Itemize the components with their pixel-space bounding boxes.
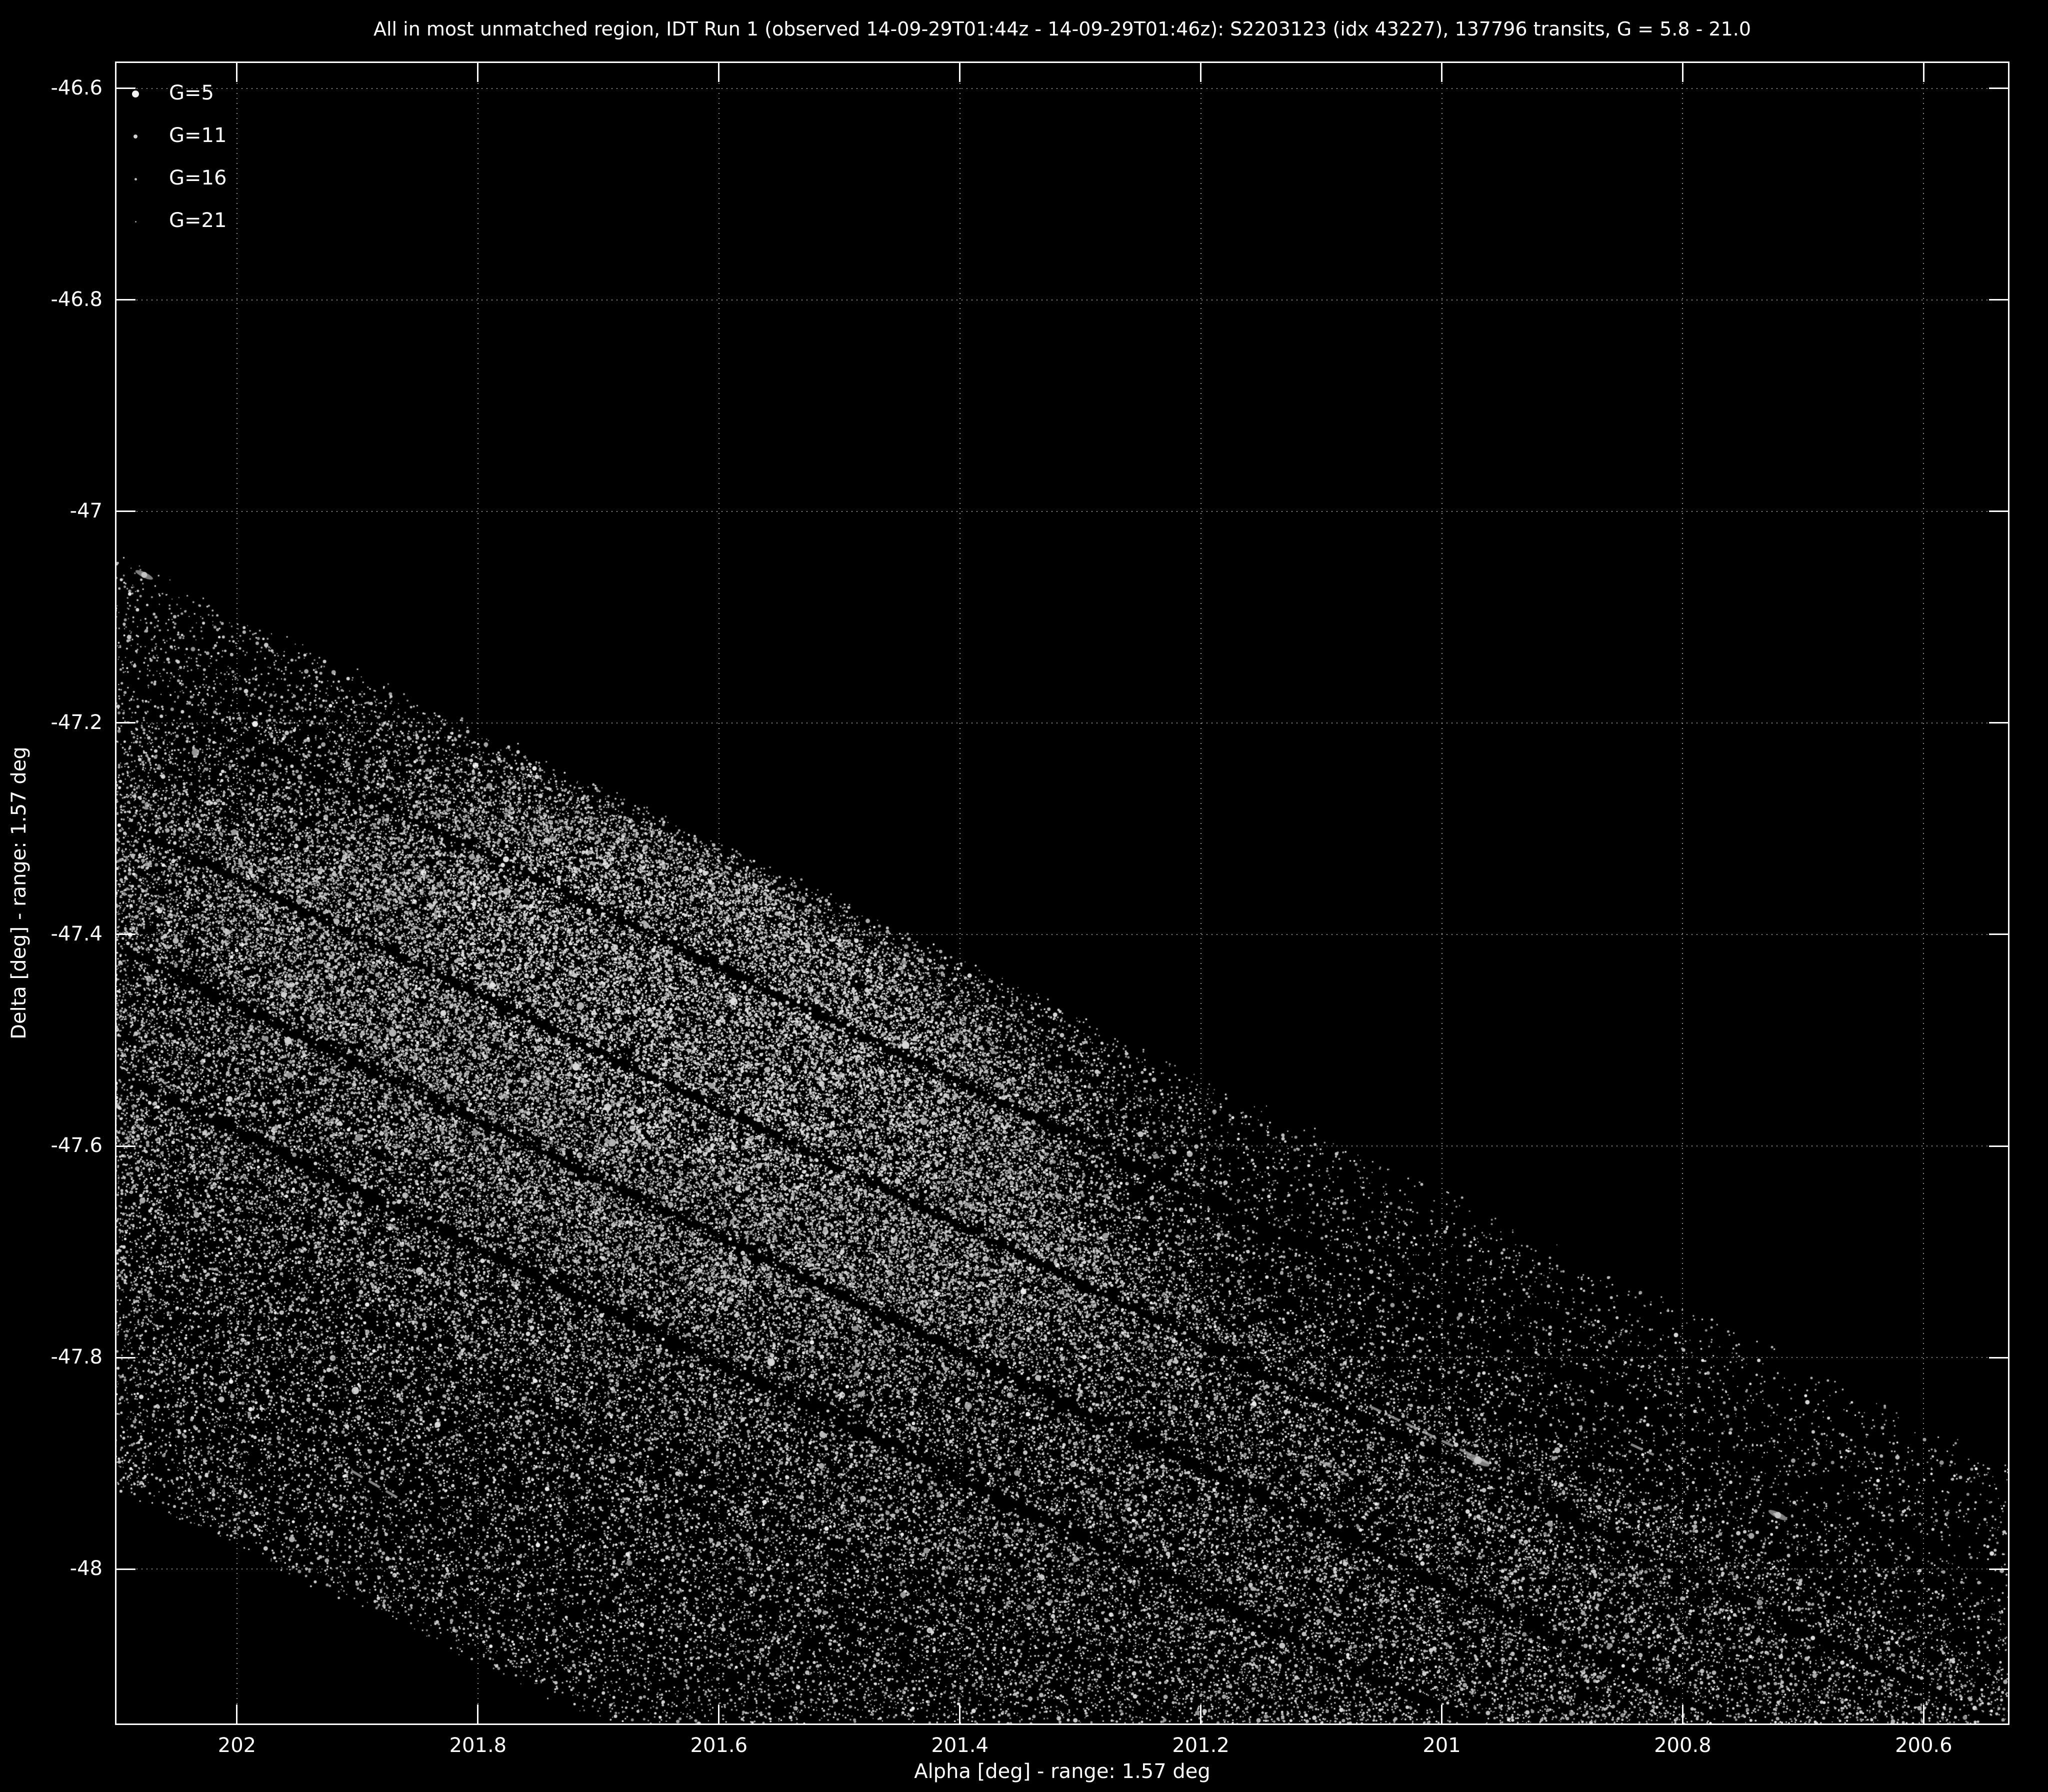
y-tick-mark <box>1989 299 2008 301</box>
x-tick-mark <box>1922 1704 1924 1724</box>
x-tick-mark <box>959 63 961 82</box>
star-field-canvas <box>116 63 2008 1724</box>
y-tick-mark <box>1989 88 2008 90</box>
y-tick-mark <box>1989 1145 2008 1147</box>
x-tick-label: 201.8 <box>449 1734 507 1757</box>
y-tick-label: -46.6 <box>50 76 103 100</box>
y-tick-mark <box>116 88 136 90</box>
y-tick-label: -48 <box>70 1557 102 1580</box>
x-tick-mark <box>236 1704 238 1724</box>
y-tick-mark <box>1989 722 2008 724</box>
x-tick-mark <box>718 63 720 82</box>
y-tick-mark <box>1989 1356 2008 1358</box>
y-tick-mark <box>116 1568 136 1570</box>
tick-layer <box>116 63 2008 1724</box>
legend-dot-icon <box>134 178 137 180</box>
legend-item: G=11 <box>126 122 276 152</box>
y-axis-label: Delta [deg] - range: 1.57 deg <box>8 746 30 1040</box>
legend-dot-icon <box>132 90 139 98</box>
y-tick-label: -47 <box>70 499 102 522</box>
x-tick-label: 201 <box>1422 1734 1461 1757</box>
legend-item: G=5 <box>126 79 276 109</box>
plot-area: G=5 G=11 G=16 G=21 <box>115 62 2010 1725</box>
y-tick-mark <box>116 722 136 724</box>
x-tick-mark <box>477 63 479 82</box>
x-tick-label: 201.4 <box>931 1734 988 1757</box>
legend-item: G=21 <box>126 206 276 236</box>
x-tick-mark <box>1682 63 1684 82</box>
x-tick-mark <box>1441 1704 1442 1724</box>
x-tick-label: 200.6 <box>1895 1734 1952 1757</box>
chart-title: All in most unmatched region, IDT Run 1 … <box>373 18 1752 40</box>
legend-item: G=16 <box>126 164 276 194</box>
y-tick-mark <box>116 299 136 301</box>
x-tick-mark <box>1200 63 1202 82</box>
y-tick-label: -46.8 <box>50 288 103 311</box>
x-tick-label: 201.2 <box>1172 1734 1230 1757</box>
x-tick-mark <box>1922 63 1924 82</box>
x-tick-mark <box>1441 63 1442 82</box>
y-tick-label: -47.4 <box>50 922 103 946</box>
x-tick-mark <box>477 1704 479 1724</box>
y-tick-mark <box>1989 934 2008 936</box>
x-tick-mark <box>1200 1704 1202 1724</box>
legend-label: G=16 <box>169 166 227 190</box>
x-tick-mark <box>959 1704 961 1724</box>
legend-label: G=11 <box>169 124 227 148</box>
x-axis-label: Alpha [deg] - range: 1.57 deg <box>914 1760 1210 1783</box>
y-tick-label: -47.6 <box>50 1134 103 1158</box>
y-tick-mark <box>1989 1568 2008 1570</box>
legend-dot-icon <box>134 134 138 138</box>
x-tick-mark <box>1682 1704 1684 1724</box>
y-tick-label: -47.8 <box>50 1346 103 1369</box>
legend-dot-icon <box>134 220 136 222</box>
y-tick-label: -47.2 <box>50 710 103 734</box>
x-tick-label: 202 <box>218 1734 256 1757</box>
x-tick-mark <box>236 63 238 82</box>
y-tick-mark <box>116 1145 136 1147</box>
x-tick-label: 201.6 <box>690 1734 748 1757</box>
x-tick-label: 200.8 <box>1654 1734 1712 1757</box>
legend-label: G=5 <box>169 82 214 105</box>
y-tick-mark <box>116 510 136 512</box>
y-tick-mark <box>116 1356 136 1358</box>
legend-label: G=21 <box>169 209 227 232</box>
y-tick-mark <box>1989 510 2008 512</box>
x-tick-mark <box>718 1704 720 1724</box>
y-tick-mark <box>116 934 136 936</box>
